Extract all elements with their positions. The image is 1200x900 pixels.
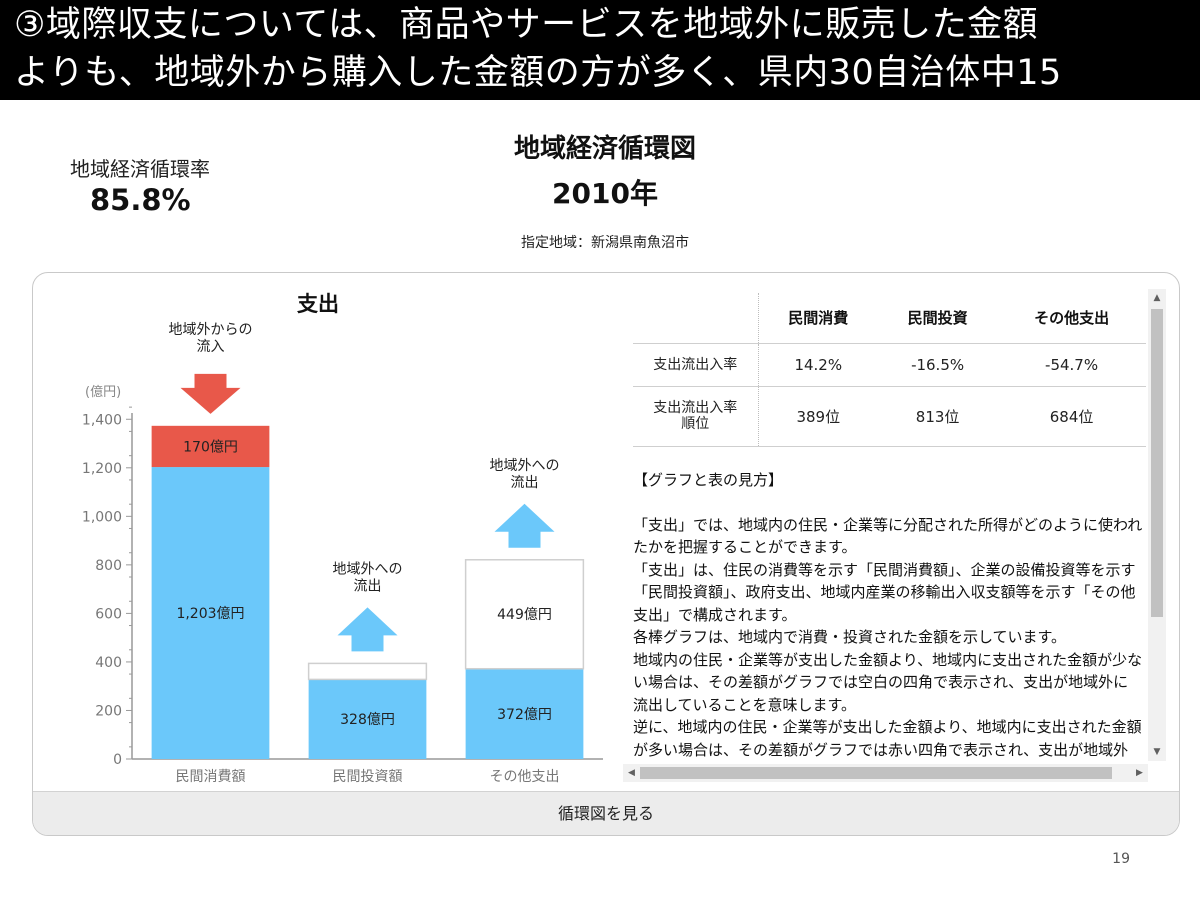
bar-inside — [151, 467, 270, 759]
page-title: 地域経済循環図 — [513, 134, 696, 164]
scroll-up-icon[interactable]: ▲ — [1153, 293, 1161, 303]
row-label-rank-line1: 支出流出入率 — [653, 400, 738, 416]
bar-label-outflow: 449億円 — [497, 607, 552, 623]
description-paragraph: 各棒グラフは、地域内で消費・投資された金額を示しています。 — [633, 628, 1067, 646]
table-header-other: その他支出 — [1034, 309, 1110, 328]
vertical-scrollbar[interactable]: ▲ ▼ — [1148, 289, 1166, 761]
table-cell: -16.5% — [878, 342, 998, 386]
slide-header: ③域際収支については、商品やサービスを地域外に販売した金額 よりも、地域外から購… — [0, 0, 1200, 100]
annotation-label: 地域外への — [490, 458, 560, 474]
vertical-scroll-thumb[interactable] — [1151, 309, 1163, 617]
description-paragraph: 地域内の住民・企業等が支出した金額より、地域内に支出された金額が少ない場合は、そ… — [633, 650, 1143, 714]
table-header-consumption: 民間消費 — [788, 309, 849, 328]
header-line-1: ③域際収支については、商品やサービスを地域外に販売した金額 — [14, 5, 1039, 45]
bar-inside — [465, 668, 584, 759]
table-row: 支出流出入率 順位 389位 813位 684位 — [633, 385, 1146, 447]
view-circulation-button[interactable]: 循環図を見る — [33, 791, 1179, 835]
x-tick-label: その他支出 — [490, 769, 560, 785]
y-tick-label: 800 — [95, 558, 122, 574]
table-cell: -54.7% — [997, 342, 1146, 386]
row-label-rate: 支出流出入率 — [633, 342, 759, 386]
y-tick-label: 0 — [113, 752, 122, 768]
header-line-2: よりも、地域外から購入した金額の方が多く、県内30自治体中15 — [14, 53, 1062, 93]
scroll-right-icon[interactable]: ▶ — [1136, 768, 1143, 778]
year-label: 2010年 — [552, 177, 658, 210]
circulation-rate-label: 地域経済循環率 — [70, 157, 210, 181]
annotation-label: 流出 — [511, 475, 539, 491]
annotation-label: 地域外からの — [169, 322, 253, 338]
region-label: 指定地域：新潟県南魚沼市 — [521, 235, 689, 251]
y-tick-label: 1,200 — [82, 461, 122, 477]
annotation-label: 地域外への — [333, 561, 403, 577]
outflow-arrow-icon — [337, 607, 398, 652]
horizontal-scrollbar[interactable]: ◀ ▶ — [623, 764, 1148, 782]
y-axis-label: (億円) — [85, 384, 121, 400]
spending-rate-table: 民間消費 民間投資 その他支出 支出流出入率 14.2% -16.5% -54.… — [633, 293, 1146, 447]
description-text: 【グラフと表の見方】 「支出」では、地域内の住民・企業等に分配された所得がどのよ… — [633, 469, 1143, 759]
y-tick-label: 1,000 — [82, 509, 122, 525]
table-cell: 684位 — [997, 385, 1146, 447]
bar-outflow — [307, 662, 428, 681]
row-label-rank: 支出流出入率 順位 — [633, 385, 759, 447]
table-corner — [633, 293, 759, 343]
annotation-label: 流入 — [197, 339, 225, 355]
bar-inflow — [151, 425, 270, 468]
bar-outflow — [464, 559, 585, 670]
spending-chart: 支出 (億円) 0 200 400 600 800 1,000 1,200 1,400 1,203億… — [82, 292, 603, 785]
outflow-arrow-icon — [494, 503, 555, 548]
inflow-arrow-icon — [180, 373, 241, 414]
x-tick-label: 民間消費額 — [176, 769, 246, 785]
y-tick-label: 1,400 — [82, 412, 122, 428]
scroll-left-icon[interactable]: ◀ — [628, 768, 635, 778]
scroll-down-icon[interactable]: ▼ — [1153, 747, 1161, 757]
horizontal-scroll-thumb[interactable] — [640, 767, 1112, 779]
bar-label-inside: 372億円 — [497, 707, 552, 723]
description-paragraph: 「支出」では、地域内の住民・企業等に分配された所得がどのように使われたかを把握す… — [633, 515, 1143, 557]
table-row: 支出流出入率 14.2% -16.5% -54.7% — [633, 342, 1146, 386]
description-paragraph: 「支出」は、住民の消費等を示す「民間消費額」、企業の設備投資等を示す「民間投資額… — [633, 560, 1136, 624]
y-tick-label: 200 — [95, 703, 122, 719]
table-cell: 813位 — [878, 385, 998, 447]
bar-label-inflow: 170億円 — [183, 439, 238, 455]
row-label-rank-line2: 順位 — [681, 416, 710, 432]
table-cell: 14.2% — [758, 342, 879, 386]
spending-panel: 支出 (億円) 0 200 400 600 800 1,000 1,200 1,400 1,203億… — [32, 272, 1180, 836]
bar-label-inside: 1,203億円 — [176, 606, 244, 622]
circulation-rate-value: 85.8% — [90, 183, 191, 217]
annotation-label: 流出 — [354, 578, 382, 594]
chart-title: 支出 — [297, 292, 339, 316]
x-tick-label: 民間投資額 — [333, 769, 403, 785]
y-tick-label: 600 — [95, 606, 122, 622]
bar-label-inside: 328億円 — [340, 712, 395, 728]
table-header-row: 民間消費 民間投資 その他支出 — [633, 293, 1146, 343]
description-heading: 【グラフと表の見方】 — [633, 471, 784, 489]
table-header-investment: 民間投資 — [907, 309, 968, 328]
page-number: 19 — [1112, 851, 1130, 867]
description-paragraph: 逆に、地域内の住民・企業等が支出した金額より、地域内に支出された金額が多い場合は… — [633, 718, 1142, 759]
y-tick-label: 400 — [95, 655, 122, 671]
bar-inside — [308, 679, 427, 759]
table-cell: 389位 — [758, 385, 879, 447]
